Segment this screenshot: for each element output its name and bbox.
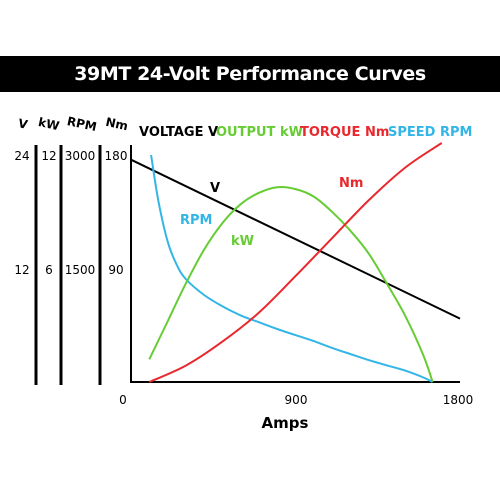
axis-header-kw: kW <box>37 115 61 133</box>
rpm-tick-3000: 3000 <box>65 149 96 163</box>
volts-tick-12: 12 <box>14 263 29 277</box>
kw-tick-12: 12 <box>41 149 56 163</box>
chart-title: 39MT 24-Volt Performance Curves <box>0 56 500 92</box>
series-line-torque <box>148 142 443 383</box>
series-line-output <box>148 185 434 383</box>
legend-torque: TORQUE Nm <box>300 125 389 140</box>
x-tick-1800: 1800 <box>443 393 474 407</box>
series-line-speed <box>150 154 434 383</box>
axis-header-rpm: RPM <box>66 114 98 134</box>
series-layer <box>130 142 461 383</box>
x-tick-900: 900 <box>285 393 308 407</box>
legend-output: OUTPUT kW <box>216 125 303 140</box>
kw-tick-6: 6 <box>45 263 53 277</box>
series-line-voltage <box>130 158 461 320</box>
x-axis-title: Amps <box>262 414 309 432</box>
nm-tick-180: 180 <box>105 149 128 163</box>
axis-header-volts: V <box>17 116 30 132</box>
legend-speed: SPEED RPM <box>388 125 472 140</box>
axis-header-nm: Nm <box>104 115 129 133</box>
legend-voltage: VOLTAGE V <box>139 125 218 140</box>
curve-label-torque: Nm <box>339 176 363 191</box>
volts-tick-24: 24 <box>14 149 29 163</box>
x-tick-0: 0 <box>119 393 127 407</box>
curve-label-voltage: V <box>210 181 220 196</box>
nm-tick-90: 90 <box>108 263 123 277</box>
curve-label-speed: RPM <box>180 213 212 228</box>
rpm-tick-1500: 1500 <box>65 263 96 277</box>
curve-label-output: kW <box>231 234 254 249</box>
